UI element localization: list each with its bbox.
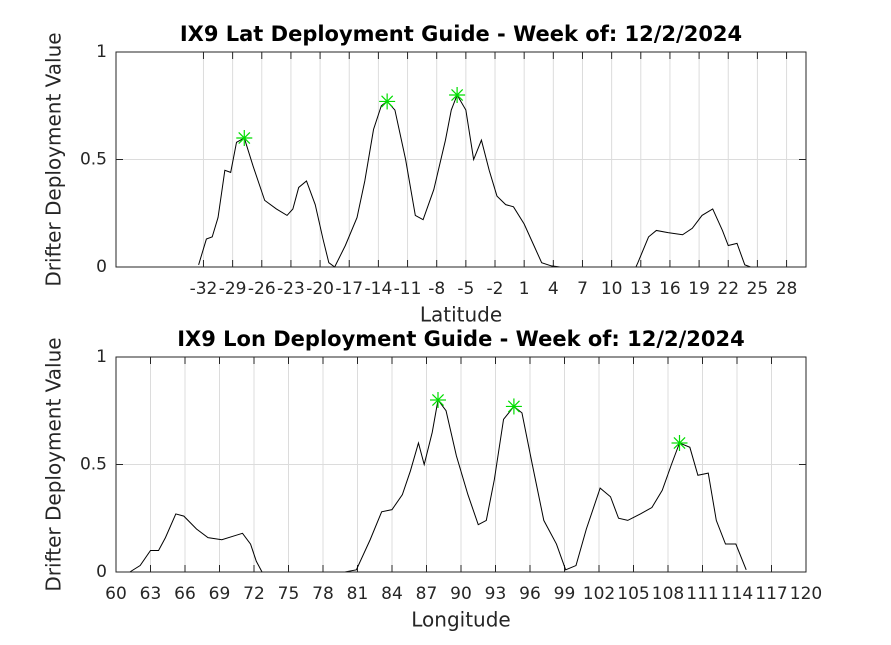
- x-tick-label: 66: [174, 584, 196, 604]
- x-tick-label: 72: [243, 584, 265, 604]
- x-tick-label: 120: [790, 584, 822, 604]
- x-tick-label: 90: [450, 584, 472, 604]
- marker-stroke: [381, 95, 394, 108]
- marker-stroke: [431, 393, 445, 407]
- x-tick-label: 13: [630, 279, 652, 299]
- x-tick-label: -11: [394, 279, 422, 299]
- y-tick-label: 0.5: [80, 455, 107, 475]
- x-tick-label: 96: [519, 584, 541, 604]
- peak-marker: [505, 398, 522, 415]
- x-tick-label: 81: [347, 584, 369, 604]
- marker-stroke: [673, 436, 686, 450]
- x-tick-label: -23: [277, 279, 305, 299]
- x-tick-label: 111: [686, 584, 718, 604]
- x-tick-label: -17: [335, 279, 363, 299]
- x-tick-label: -5: [457, 279, 474, 299]
- chart-title: IX9 Lat Deployment Guide - Week of: 12/2…: [180, 22, 742, 46]
- x-axis-label: Longitude: [411, 608, 510, 632]
- x-tick-label: -32: [190, 279, 218, 299]
- y-tick-label: 1: [96, 42, 107, 62]
- marker-stroke: [238, 131, 251, 145]
- y-tick-label: 0: [96, 562, 107, 582]
- x-tick-label: 87: [416, 584, 438, 604]
- x-tick-label: 102: [583, 584, 615, 604]
- peak-marker: [449, 87, 466, 103]
- x-tick-label: -29: [219, 279, 247, 299]
- x-tick-label: 99: [554, 584, 576, 604]
- x-tick-label: 19: [688, 279, 710, 299]
- x-tick-label: -2: [487, 279, 504, 299]
- axes-box: [115, 51, 807, 268]
- x-tick-label: 63: [140, 584, 162, 604]
- x-tick-label: 22: [717, 279, 739, 299]
- x-tick-label: 25: [747, 279, 769, 299]
- y-tick-label: 1: [96, 347, 107, 367]
- x-tick-label: 4: [548, 279, 559, 299]
- x-tick-label: 75: [278, 584, 300, 604]
- x-tick-label: 7: [577, 279, 588, 299]
- x-tick-label: 60: [105, 584, 127, 604]
- peak-marker: [236, 130, 253, 146]
- axes-box: [115, 356, 807, 573]
- marker-stroke: [451, 88, 464, 102]
- x-tick-label: 69: [209, 584, 231, 604]
- peak-marker: [430, 392, 446, 408]
- chart-title: IX9 Lon Deployment Guide - Week of: 12/2…: [177, 327, 745, 351]
- x-tick-label: -26: [248, 279, 276, 299]
- x-axis-label: Latitude: [420, 303, 502, 327]
- peak-marker: [379, 93, 396, 110]
- x-tick-label: -8: [428, 279, 445, 299]
- x-tick-label: 10: [601, 279, 623, 299]
- y-tick-label: 0.5: [80, 150, 107, 170]
- y-axis-label: Drifter Deployment Value: [42, 337, 66, 591]
- x-tick-label: 1: [519, 279, 530, 299]
- data-line: [198, 93, 751, 268]
- x-tick-label: 114: [721, 584, 753, 604]
- x-tick-label: -14: [365, 279, 393, 299]
- x-tick-label: 84: [381, 584, 403, 604]
- x-tick-label: 117: [755, 584, 787, 604]
- data-line: [129, 398, 747, 573]
- x-tick-label: 16: [659, 279, 681, 299]
- y-tick-label: 0: [96, 257, 107, 277]
- x-tick-label: 78: [312, 584, 334, 604]
- x-tick-label: 105: [617, 584, 649, 604]
- x-tick-label: 108: [652, 584, 684, 604]
- y-axis-label: Drifter Deployment Value: [42, 32, 66, 286]
- x-tick-label: 93: [485, 584, 507, 604]
- peak-marker: [671, 435, 688, 451]
- x-tick-label: -20: [306, 279, 334, 299]
- marker-stroke: [507, 400, 520, 413]
- x-tick-label: 28: [776, 279, 798, 299]
